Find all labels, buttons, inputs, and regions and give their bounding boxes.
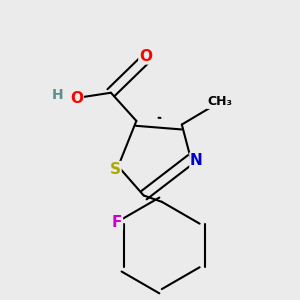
Text: CH₃: CH₃ bbox=[207, 95, 232, 108]
Text: O: O bbox=[139, 49, 152, 64]
Text: F: F bbox=[112, 215, 122, 230]
Text: N: N bbox=[190, 153, 203, 168]
Text: O: O bbox=[70, 91, 83, 106]
Text: H: H bbox=[52, 88, 64, 103]
Text: S: S bbox=[110, 162, 121, 177]
